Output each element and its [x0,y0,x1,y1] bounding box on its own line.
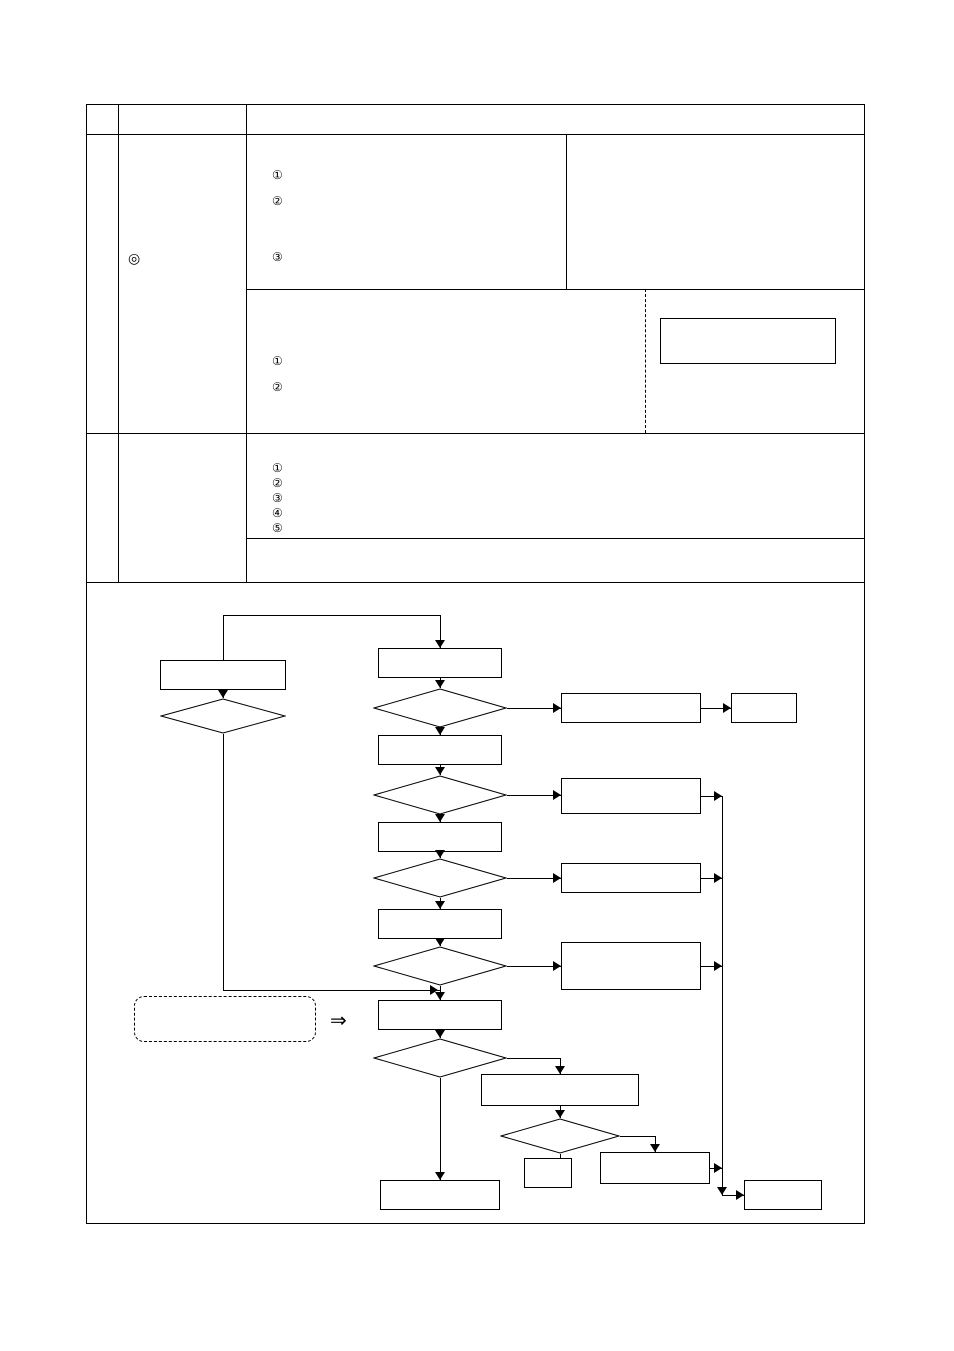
connector-line [440,1078,441,1180]
decision-diamond [373,946,507,986]
process-box [378,822,502,852]
bullet-icon: ③ [272,250,283,264]
bullet-icon: ① [272,354,283,368]
small-box [524,1158,572,1188]
connector-line [223,615,440,616]
arrow-down-icon [435,938,445,946]
arrow-down-icon [435,1172,445,1180]
col3-divider [566,134,567,289]
arrow-down-icon [435,1030,445,1038]
col3-dash [645,289,646,433]
arrow-down-icon [650,1144,660,1152]
action-box [561,778,701,814]
arrow-down-icon [555,1066,565,1074]
connector-line [722,796,723,1195]
arrow-down-icon [218,690,228,698]
arrow-right-icon [430,985,438,995]
arrow-right-icon [714,1163,722,1173]
connector-line [620,1136,655,1137]
inner-hline [246,289,865,290]
end-box [744,1180,822,1210]
start-box [160,660,286,690]
connector-line [223,734,224,990]
arrow-down-icon [435,680,445,688]
connector-line [560,1154,561,1158]
end-box [731,693,797,723]
arrow-right-icon [714,791,722,801]
decision-diamond [373,688,507,728]
arrow-down-icon [717,1187,727,1195]
decision-diamond [373,1038,507,1078]
arrow-right-icon [714,961,722,971]
end-box [380,1180,500,1210]
arrow-down-icon [435,727,445,735]
arrow-down-icon [555,1110,565,1118]
action-box [600,1152,710,1184]
bullet-icon: ① [272,461,283,475]
small-box [660,318,836,364]
action-box [561,942,701,990]
double-circle-icon: ◎ [128,250,140,267]
bullet-icon: ② [272,194,283,208]
bullet-icon: ④ [272,506,283,520]
arrow-down-icon [435,814,445,822]
arrow-right-icon [723,703,731,713]
process-box [378,1000,502,1030]
row-line-1 [86,134,865,135]
arrow-down-icon [435,901,445,909]
decision-diamond [373,775,507,815]
action-box [481,1074,639,1106]
start-decision [160,698,286,734]
col-line-2 [246,104,247,582]
arrow-down-icon [435,640,445,648]
bullet-icon: ③ [272,491,283,505]
arrow-right-icon [714,873,722,883]
row-line-4 [86,582,865,583]
arrow-right-icon [553,873,561,883]
connector-line [507,1058,560,1059]
bullet-icon: ⑤ [272,521,283,535]
bullet-icon: ② [272,476,283,490]
connector-line [223,615,224,660]
col-line-1 [118,104,119,582]
process-box [378,909,502,939]
action-box [561,693,701,723]
decision-diamond [500,1118,620,1154]
bullet-icon: ① [272,168,283,182]
bullet-icon: ② [272,380,283,394]
connector-line [223,990,440,991]
big-arrow-icon: ⇒ [330,1008,347,1033]
arrow-right-icon [553,961,561,971]
note-box [134,996,316,1042]
row-line-3 [246,538,865,539]
arrow-right-icon [736,1190,744,1200]
process-box [378,735,502,765]
decision-diamond [373,858,507,898]
process-box [378,648,502,678]
arrow-right-icon [553,703,561,713]
arrow-right-icon [553,790,561,800]
action-box [561,863,701,893]
arrow-down-icon [435,850,445,858]
arrow-down-icon [435,767,445,775]
row-line-2 [86,433,865,434]
